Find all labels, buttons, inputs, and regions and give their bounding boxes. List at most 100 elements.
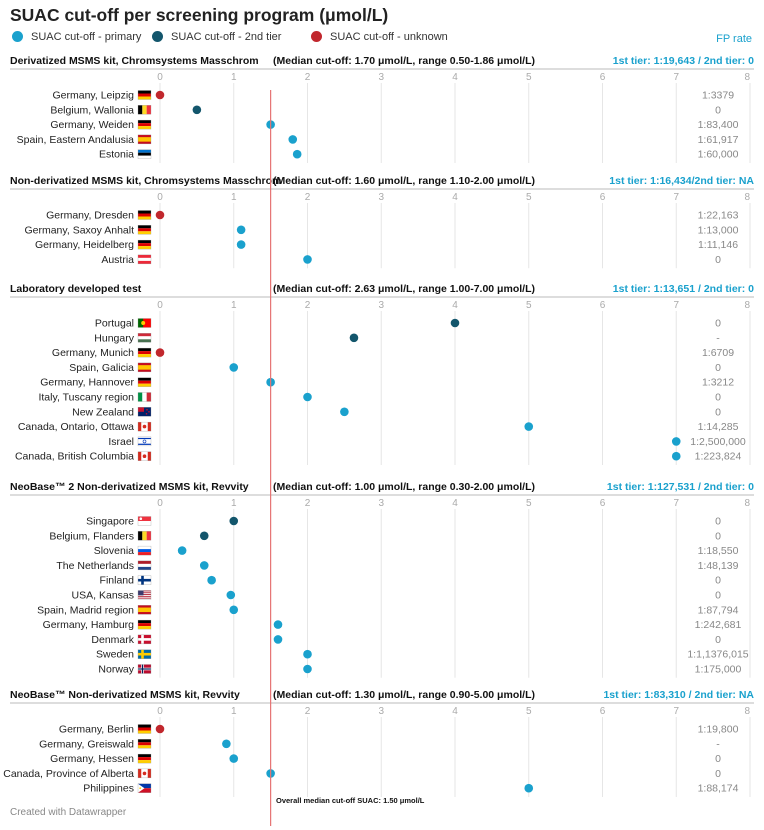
data-point bbox=[192, 105, 202, 115]
x-tick-label: 8 bbox=[744, 498, 750, 509]
flag-border bbox=[137, 90, 152, 100]
data-point bbox=[303, 664, 312, 674]
data-row: Italy, Tuscany region 0 bbox=[38, 392, 721, 404]
row-label: Slovenia bbox=[94, 545, 134, 557]
data-point bbox=[340, 407, 349, 417]
x-tick-label: 7 bbox=[673, 192, 679, 203]
flag-part bbox=[145, 413, 148, 415]
flag-part bbox=[147, 422, 151, 432]
row-label: USA, Kansas bbox=[72, 590, 134, 602]
data-row: Canada, Ontario, Ottawa 1:14,285 bbox=[18, 421, 739, 433]
row-label: Germany, Weiden bbox=[50, 119, 134, 131]
flag-part bbox=[138, 638, 151, 641]
data-row: Germany, Heidelberg 1:11,146 bbox=[35, 239, 738, 251]
flag-border bbox=[137, 451, 152, 461]
x-tick-label: 7 bbox=[673, 706, 679, 717]
x-tick-label: 5 bbox=[526, 498, 532, 509]
flag-border bbox=[137, 768, 152, 779]
row-label: Germany, Heidelberg bbox=[35, 239, 134, 251]
data-row: Spain, Madrid region 1:87,794 bbox=[37, 604, 738, 616]
flag-border bbox=[137, 392, 152, 402]
x-tick-label: 7 bbox=[673, 72, 679, 83]
data-point bbox=[273, 635, 283, 644]
flag-part bbox=[138, 595, 151, 597]
data-row: Denmark 0 bbox=[91, 634, 721, 646]
data-point bbox=[524, 422, 534, 431]
x-tick-label: 2 bbox=[305, 498, 311, 509]
x-tick-label: 8 bbox=[744, 72, 750, 83]
fp-value: 1:48,139 bbox=[698, 560, 739, 572]
data-row: USA, Kansas 0 bbox=[72, 590, 722, 602]
flag-part bbox=[138, 240, 151, 244]
flag-part bbox=[138, 407, 151, 417]
flag-border bbox=[137, 739, 152, 749]
flag-part bbox=[138, 348, 151, 352]
fp-value: 1:18,550 bbox=[698, 545, 739, 557]
legend-dot-unknown-icon bbox=[311, 31, 322, 42]
flag-border bbox=[137, 239, 152, 250]
row-label: Norway bbox=[98, 664, 134, 676]
x-tick-label: 4 bbox=[452, 706, 458, 717]
row-label: Germany, Greiswald bbox=[39, 738, 134, 750]
fp-value: 0 bbox=[715, 768, 721, 780]
row-label: Belgium, Flanders bbox=[49, 530, 134, 542]
row-label: Germany, Leipzig bbox=[52, 90, 134, 102]
panel-title: NeoBase™ 2 Non-derivatized MSMS kit, Rev… bbox=[10, 481, 249, 493]
x-tick-label: 0 bbox=[157, 706, 163, 717]
row-label: Germany, Berlin bbox=[59, 724, 134, 736]
fp-value: 0 bbox=[715, 634, 721, 646]
fp-value: 0 bbox=[715, 516, 721, 528]
flag-part bbox=[138, 437, 151, 440]
flag-part bbox=[138, 254, 151, 258]
row-label: Estonia bbox=[99, 149, 134, 161]
fp-value: 1:13,000 bbox=[698, 224, 739, 236]
fp-value: 1:60,000 bbox=[698, 149, 739, 161]
row-label: Singapore bbox=[86, 516, 134, 528]
x-tick-label: 4 bbox=[452, 192, 458, 203]
data-row: Germany, Weiden 1:83,400 bbox=[50, 119, 738, 131]
flag-part bbox=[148, 411, 150, 413]
x-tick-label: 2 bbox=[305, 300, 311, 311]
flag-part bbox=[138, 354, 151, 358]
flag-border bbox=[137, 421, 152, 432]
flag-part bbox=[138, 516, 151, 521]
flag-part bbox=[138, 788, 151, 793]
flag-part bbox=[138, 768, 142, 778]
x-tick-label: 0 bbox=[157, 192, 163, 203]
flag-part bbox=[138, 590, 144, 596]
x-tick-label: 4 bbox=[452, 72, 458, 83]
flag-border bbox=[137, 318, 152, 328]
panel-title: Non-derivatized MSMS kit, Chromsystems M… bbox=[10, 175, 281, 187]
fp-value: 1:83,400 bbox=[698, 119, 739, 131]
data-point bbox=[177, 546, 187, 555]
row-label: Spain, Galicia bbox=[69, 362, 134, 374]
data-point bbox=[292, 149, 302, 159]
flag-part bbox=[138, 531, 143, 541]
flag-border bbox=[137, 149, 152, 159]
x-tick-label: 1 bbox=[231, 192, 237, 203]
flag-border bbox=[137, 254, 152, 265]
flag-part bbox=[138, 739, 151, 743]
panel-median: (Median cut-off: 1.60 μmol/L, range 1.10… bbox=[273, 175, 535, 187]
data-row: Hungary - bbox=[94, 332, 720, 344]
x-tick-label: 2 bbox=[305, 192, 311, 203]
data-point bbox=[155, 724, 165, 734]
flag-border bbox=[137, 753, 152, 764]
flag-border bbox=[137, 516, 152, 526]
flag-part bbox=[138, 597, 151, 599]
row-label: Germany, Hannover bbox=[40, 377, 134, 389]
row-label: Denmark bbox=[91, 634, 134, 646]
fp-value: - bbox=[716, 332, 720, 344]
flag-part bbox=[138, 757, 151, 761]
panel-3: Laboratory developed test (Median cut-off… bbox=[10, 283, 754, 465]
flag-part bbox=[146, 409, 148, 411]
flag-part bbox=[138, 243, 151, 247]
data-row: Israel 1:2,500,000 bbox=[108, 436, 746, 448]
fp-value: 1:88,174 bbox=[698, 783, 739, 795]
flag-part bbox=[138, 225, 151, 229]
x-tick-label: 1 bbox=[231, 300, 237, 311]
flag-part bbox=[138, 213, 151, 217]
data-point bbox=[524, 783, 534, 793]
flag-part bbox=[138, 783, 151, 789]
data-row: Germany, Hamburg 1:242,681 bbox=[43, 619, 742, 631]
